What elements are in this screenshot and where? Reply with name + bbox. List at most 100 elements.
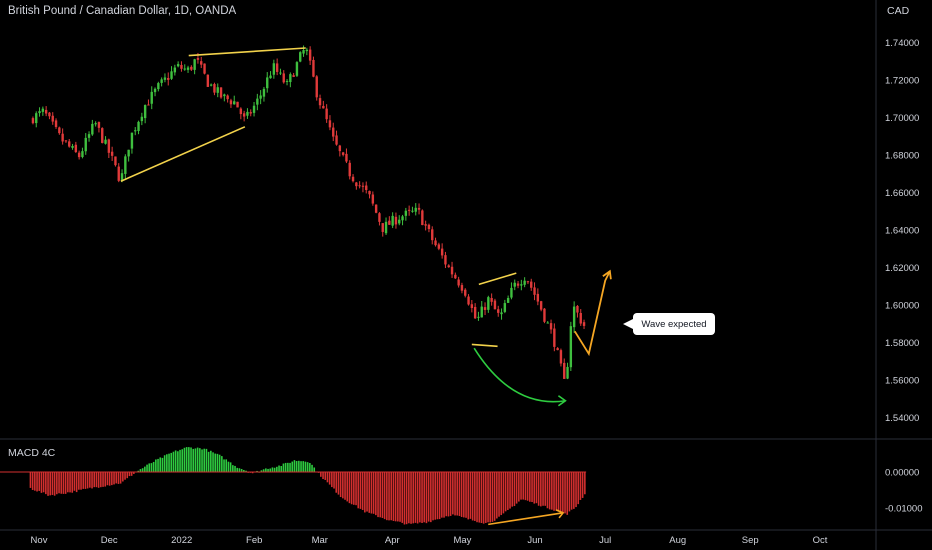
macd-histogram-bar [496, 472, 498, 519]
macd-histogram-bar [482, 472, 485, 524]
candle-body [275, 63, 279, 72]
macd-histogram-bar [80, 472, 82, 490]
candle-body [249, 112, 252, 114]
macd-histogram-bar [190, 447, 192, 473]
trendline [120, 126, 246, 182]
macd-histogram-bar [493, 472, 496, 521]
macd-histogram-bar [42, 472, 45, 493]
candle-body [285, 80, 289, 82]
macd-histogram-bar [529, 472, 531, 502]
macd-histogram-bar [69, 472, 71, 493]
candle-body [81, 151, 84, 158]
macd-histogram-bar [243, 469, 245, 473]
candle-body [417, 207, 421, 210]
candle-body [107, 139, 111, 153]
macd-histogram-bar [553, 472, 555, 511]
macd-histogram-bar [401, 472, 404, 523]
candle-body [223, 94, 226, 97]
candle-body [566, 366, 569, 379]
macd-histogram-bar [163, 455, 166, 473]
macd-histogram-bar [115, 472, 118, 484]
candle-body [180, 65, 183, 69]
candle-body [473, 306, 477, 319]
reversal-curve [473, 347, 566, 403]
macd-histogram-bar [504, 472, 507, 512]
price-tick-label: 1.72000 [885, 75, 919, 86]
candle-body [516, 283, 520, 286]
macd-histogram-bar [320, 472, 322, 477]
candle-body [520, 284, 523, 286]
macd-histogram-bar [300, 461, 302, 473]
macd-histogram-bar [174, 450, 177, 473]
candle-body [200, 61, 203, 65]
macd-histogram-bar [126, 472, 129, 479]
macd-divergence-line [488, 512, 564, 526]
macd-histogram-bar [458, 472, 461, 516]
macd-histogram-bar [122, 472, 124, 482]
macd-histogram-bar [245, 470, 247, 473]
candle-body [365, 185, 368, 191]
macd-histogram-bar [559, 472, 562, 513]
macd-histogram-bar [542, 472, 544, 506]
macd-histogram-bar [548, 472, 551, 510]
macd-indicator-label[interactable]: MACD 4C [8, 447, 56, 459]
macd-histogram-bar [97, 472, 100, 488]
macd-histogram-bar [465, 472, 467, 518]
candle-body [322, 105, 325, 109]
candle-body [401, 216, 404, 221]
macd-histogram-bar [161, 457, 164, 473]
candle-body [91, 123, 94, 135]
candle-body [87, 134, 91, 138]
macd-histogram-bar [91, 472, 93, 489]
candle-body [546, 322, 549, 324]
macd-histogram-bar [432, 472, 434, 521]
candle-body [150, 91, 153, 104]
macd-histogram-bar [524, 472, 527, 501]
macd-histogram-bar [463, 472, 465, 518]
macd-histogram-bar [522, 472, 525, 500]
candle-body [289, 74, 292, 83]
candle-body [457, 279, 460, 286]
candle-body [398, 219, 401, 224]
macd-histogram-bar [394, 472, 397, 522]
macd-histogram-bar [287, 462, 289, 473]
candle-body [292, 75, 295, 77]
chart-title: British Pound / Canadian Dollar, 1D, OAN… [8, 5, 237, 17]
macd-histogram-bar [443, 472, 445, 518]
macd-histogram-bar [221, 456, 223, 473]
candle-body [183, 68, 186, 70]
macd-histogram-bar [410, 472, 412, 524]
macd-histogram-bar [203, 448, 206, 473]
macd-histogram-bar [216, 453, 219, 473]
macd-histogram-bar [104, 472, 107, 487]
macd-histogram-bar [34, 472, 36, 491]
time-tick-label: Oct [813, 535, 828, 546]
macd-histogram-bar [256, 470, 258, 473]
macd-histogram-bar [146, 464, 148, 473]
price-tick-label: 1.58000 [885, 338, 919, 349]
candle-body [94, 123, 97, 125]
macd-histogram-bar [73, 472, 76, 491]
macd-histogram-bar [141, 468, 144, 473]
candle-body [48, 112, 51, 117]
macd-histogram-bar [78, 472, 80, 490]
macd-histogram-bar [111, 472, 113, 486]
macd-histogram-bar [271, 467, 274, 473]
macd-histogram-bar [82, 472, 85, 489]
macd-histogram-bar [335, 472, 338, 493]
macd-histogram-bar [139, 469, 142, 473]
macd-histogram-bar [150, 463, 153, 473]
macd-histogram-bar [399, 472, 401, 522]
macd-histogram-bar [364, 472, 366, 513]
macd-histogram-bar [555, 472, 558, 511]
macd-histogram-bar [416, 472, 419, 524]
candle-body [407, 209, 411, 211]
macd-histogram-bar [544, 472, 547, 506]
macd-histogram-bar [267, 468, 269, 473]
macd-histogram-bar [31, 472, 34, 490]
macd-histogram-bar [540, 472, 542, 507]
macd-histogram-bar [51, 472, 54, 495]
macd-histogram-bar [58, 472, 60, 494]
macd-histogram-bar [157, 458, 159, 473]
macd-histogram-bar [388, 472, 390, 521]
